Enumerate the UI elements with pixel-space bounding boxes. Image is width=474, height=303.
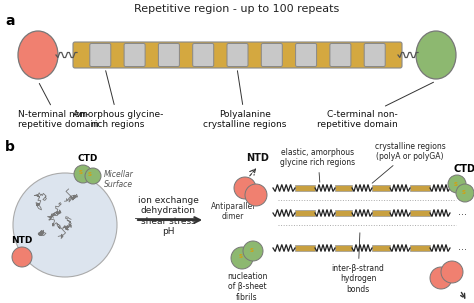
Text: ...: ... — [458, 207, 467, 217]
Text: nucleation
of β-sheet
fibrils: nucleation of β-sheet fibrils — [227, 272, 267, 302]
Text: Repetitive region - up to 100 repeats: Repetitive region - up to 100 repeats — [134, 4, 340, 14]
FancyBboxPatch shape — [261, 44, 283, 66]
Ellipse shape — [416, 31, 456, 79]
Circle shape — [231, 247, 253, 269]
Text: ...: ... — [458, 242, 467, 252]
Text: elastic, amorphous
glycine rich regions: elastic, amorphous glycine rich regions — [281, 148, 356, 182]
Text: CTD: CTD — [454, 164, 474, 174]
Circle shape — [243, 241, 263, 261]
Text: b: b — [5, 140, 15, 154]
Text: N-terminal non-
repetitive domain: N-terminal non- repetitive domain — [18, 83, 99, 129]
Bar — [372, 245, 390, 251]
Bar — [410, 185, 430, 191]
Bar — [410, 210, 430, 216]
Text: Amorphous glycine-
rich regions: Amorphous glycine- rich regions — [73, 71, 163, 129]
FancyBboxPatch shape — [296, 44, 317, 66]
Bar — [295, 185, 315, 191]
FancyBboxPatch shape — [227, 44, 248, 66]
Bar — [295, 245, 315, 251]
Bar — [372, 210, 390, 216]
Ellipse shape — [18, 31, 58, 79]
Text: a: a — [5, 14, 15, 28]
Circle shape — [234, 177, 256, 199]
FancyBboxPatch shape — [124, 44, 145, 66]
Circle shape — [245, 184, 267, 206]
Text: S: S — [88, 172, 92, 178]
Text: CTD: CTD — [78, 154, 98, 163]
Circle shape — [441, 261, 463, 283]
Circle shape — [12, 247, 32, 267]
Text: S: S — [250, 248, 254, 252]
Text: crystalline regions
(polyA or polyGA): crystalline regions (polyA or polyGA) — [372, 142, 446, 183]
Text: NTD: NTD — [11, 236, 33, 245]
Bar — [335, 245, 352, 251]
Bar — [410, 245, 430, 251]
FancyBboxPatch shape — [330, 44, 351, 66]
Circle shape — [430, 267, 452, 289]
FancyBboxPatch shape — [158, 44, 179, 66]
Text: inter-β-strand
hydrogen
bonds: inter-β-strand hydrogen bonds — [331, 233, 384, 294]
Bar — [372, 185, 390, 191]
Text: S: S — [79, 171, 83, 175]
Text: Micellar
Surface: Micellar Surface — [104, 170, 134, 189]
FancyBboxPatch shape — [364, 44, 385, 66]
Text: C-terminal non-
repetitive domain: C-terminal non- repetitive domain — [317, 82, 434, 129]
Text: ion exchange
dehydration
shear stress
pH: ion exchange dehydration shear stress pH — [137, 196, 199, 236]
Text: S: S — [462, 189, 466, 195]
Bar — [295, 210, 315, 216]
Bar — [335, 185, 352, 191]
Text: ...: ... — [458, 182, 467, 192]
Circle shape — [85, 168, 101, 184]
Text: S: S — [454, 182, 458, 188]
Bar — [335, 210, 352, 216]
Circle shape — [456, 184, 474, 202]
Circle shape — [74, 165, 92, 183]
Circle shape — [448, 175, 466, 193]
Text: Antiparallel
dimer: Antiparallel dimer — [211, 202, 255, 221]
FancyBboxPatch shape — [73, 42, 402, 68]
Circle shape — [13, 173, 117, 277]
Text: NTD: NTD — [246, 153, 269, 163]
FancyBboxPatch shape — [90, 44, 111, 66]
Text: Polyalanine
crystalline regions: Polyalanine crystalline regions — [203, 71, 287, 129]
FancyBboxPatch shape — [193, 44, 214, 66]
Text: S: S — [239, 255, 243, 259]
